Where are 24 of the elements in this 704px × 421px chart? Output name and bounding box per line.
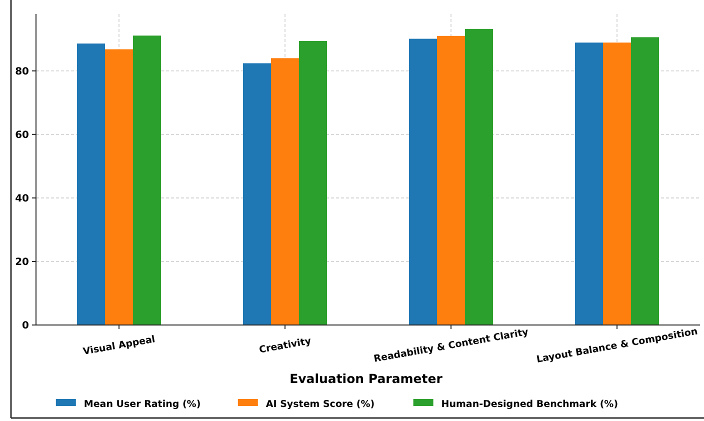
x-axis-title: Evaluation Parameter [290,371,444,386]
x-tick-label: Creativity [258,336,313,356]
bar [271,58,299,325]
bar [437,36,465,325]
bar [575,42,603,325]
y-tick-label: 20 [15,256,30,268]
y-tick-label: 40 [15,193,30,204]
y-tick-label: 0 [22,320,30,332]
bar [299,41,327,325]
y-tick-label: 80 [15,66,30,78]
bar [133,36,161,325]
bar [603,42,631,325]
bar [631,37,659,325]
legend-label: Human-Designed Benchmark (%) [441,398,618,410]
bar [77,44,105,325]
x-tick-label: Visual Appeal [82,334,156,358]
bar [465,28,493,325]
legend-label: Mean User Rating (%) [84,398,201,410]
bar [243,63,271,325]
bar [409,38,437,325]
bar [105,49,133,325]
x-tick-label: Readability & Content Clarity [372,326,530,365]
y-tick-label: 60 [15,130,30,141]
legend-label: AI System Score (%) [266,398,375,410]
